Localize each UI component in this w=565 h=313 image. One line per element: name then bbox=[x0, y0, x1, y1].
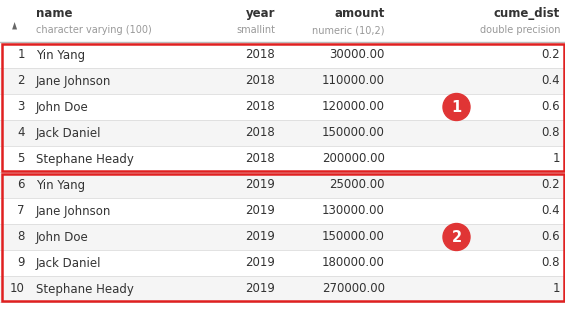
Text: John Doe: John Doe bbox=[36, 100, 89, 114]
Text: 1: 1 bbox=[553, 152, 560, 166]
Text: 25000.00: 25000.00 bbox=[329, 178, 385, 192]
Text: double precision: double precision bbox=[480, 25, 560, 35]
Text: 150000.00: 150000.00 bbox=[322, 126, 385, 140]
Text: 1: 1 bbox=[553, 283, 560, 295]
Text: 110000.00: 110000.00 bbox=[322, 74, 385, 88]
Text: 2018: 2018 bbox=[245, 100, 275, 114]
Bar bbox=[0, 276, 565, 302]
Text: smallint: smallint bbox=[236, 25, 275, 35]
Text: 2019: 2019 bbox=[245, 178, 275, 192]
Bar bbox=[0, 0, 565, 42]
Text: 3: 3 bbox=[18, 100, 25, 114]
Text: 120000.00: 120000.00 bbox=[322, 100, 385, 114]
Text: 0.2: 0.2 bbox=[541, 49, 560, 61]
Text: 270000.00: 270000.00 bbox=[322, 283, 385, 295]
Text: 8: 8 bbox=[18, 230, 25, 244]
Text: Stephane Heady: Stephane Heady bbox=[36, 152, 134, 166]
Circle shape bbox=[443, 223, 470, 250]
Text: Jane Johnson: Jane Johnson bbox=[36, 204, 111, 218]
Text: 2018: 2018 bbox=[245, 49, 275, 61]
Text: Jack Daniel: Jack Daniel bbox=[36, 126, 102, 140]
Text: 2019: 2019 bbox=[245, 230, 275, 244]
Text: 130000.00: 130000.00 bbox=[322, 204, 385, 218]
Bar bbox=[2, 44, 563, 171]
Text: Stephane Heady: Stephane Heady bbox=[36, 283, 134, 295]
Text: character varying (100): character varying (100) bbox=[36, 25, 152, 35]
Text: Yin Yang: Yin Yang bbox=[36, 49, 85, 61]
Text: year: year bbox=[246, 7, 275, 20]
Bar bbox=[0, 146, 565, 172]
Text: amount: amount bbox=[334, 7, 385, 20]
Text: 2: 2 bbox=[451, 229, 462, 244]
Text: 200000.00: 200000.00 bbox=[322, 152, 385, 166]
Bar bbox=[0, 42, 565, 68]
Text: Yin Yang: Yin Yang bbox=[36, 178, 85, 192]
Bar bbox=[0, 120, 565, 146]
Text: cume_dist: cume_dist bbox=[494, 7, 560, 20]
Bar bbox=[0, 94, 565, 120]
Text: 150000.00: 150000.00 bbox=[322, 230, 385, 244]
Text: 2: 2 bbox=[18, 74, 25, 88]
Text: 4: 4 bbox=[18, 126, 25, 140]
Bar bbox=[0, 198, 565, 224]
Bar bbox=[0, 68, 565, 94]
Text: 180000.00: 180000.00 bbox=[322, 256, 385, 269]
Text: 5: 5 bbox=[18, 152, 25, 166]
Text: 0.2: 0.2 bbox=[541, 178, 560, 192]
Text: 0.6: 0.6 bbox=[541, 100, 560, 114]
Text: 30000.00: 30000.00 bbox=[329, 49, 385, 61]
Text: 9: 9 bbox=[18, 256, 25, 269]
Bar bbox=[0, 172, 565, 198]
Text: Jane Johnson: Jane Johnson bbox=[36, 74, 111, 88]
Text: 2018: 2018 bbox=[245, 74, 275, 88]
Text: numeric (10,2): numeric (10,2) bbox=[312, 25, 385, 35]
Text: 1: 1 bbox=[451, 100, 462, 115]
Text: 2018: 2018 bbox=[245, 126, 275, 140]
Bar bbox=[2, 173, 563, 300]
Text: Jack Daniel: Jack Daniel bbox=[36, 256, 102, 269]
Text: 6: 6 bbox=[18, 178, 25, 192]
Text: ◄: ◄ bbox=[10, 21, 20, 28]
Text: John Doe: John Doe bbox=[36, 230, 89, 244]
Text: 0.8: 0.8 bbox=[541, 126, 560, 140]
Text: name: name bbox=[36, 7, 72, 20]
Text: 7: 7 bbox=[18, 204, 25, 218]
Text: 0.4: 0.4 bbox=[541, 204, 560, 218]
Bar bbox=[0, 250, 565, 276]
Circle shape bbox=[443, 94, 470, 121]
Text: 2019: 2019 bbox=[245, 283, 275, 295]
Bar bbox=[0, 224, 565, 250]
Text: 0.6: 0.6 bbox=[541, 230, 560, 244]
Text: 2018: 2018 bbox=[245, 152, 275, 166]
Text: 1: 1 bbox=[18, 49, 25, 61]
Text: 2019: 2019 bbox=[245, 256, 275, 269]
Text: 2019: 2019 bbox=[245, 204, 275, 218]
Text: 10: 10 bbox=[10, 283, 25, 295]
Text: 0.8: 0.8 bbox=[541, 256, 560, 269]
Text: 0.4: 0.4 bbox=[541, 74, 560, 88]
